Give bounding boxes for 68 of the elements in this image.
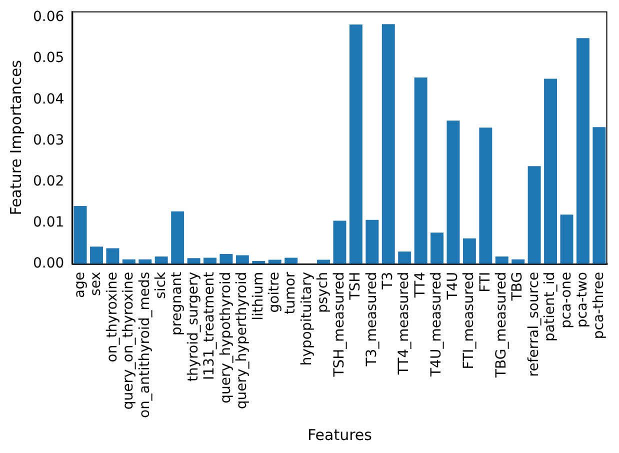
x-tick-label: T4U [444,272,461,301]
x-tick-label: FTI [477,272,494,292]
y-tick-label: 0.06 [33,9,64,26]
bar [544,78,558,264]
bar [90,246,103,264]
bar [382,24,395,264]
bar [74,206,87,264]
x-tick-label: query_hypothyroid [218,272,234,404]
bar [430,232,444,264]
x-tick-label: query_on_thyroxine [120,272,137,410]
bar [106,248,120,264]
bar [592,127,606,264]
x-tick-label: sex [88,272,104,296]
x-tick-label: hypopituitary [298,272,315,366]
bar [479,128,492,264]
x-tick-label: pregnant [169,271,186,336]
x-tick-label: FTI_measured [461,272,478,370]
x-tick-label: patient_id [542,272,558,342]
x-tick-label: TT4 [412,272,428,299]
x-tick-label: T3_measured [364,272,380,368]
x-tick-label: TSH_measured [331,272,348,378]
y-tick-label: 0.04 [33,91,64,108]
bar [284,258,298,264]
x-tick-label: lithium [250,272,266,320]
bar [366,220,379,264]
x-tick-label: pca-two [574,272,591,328]
bar [414,77,428,264]
x-tick-label: T4U_measured [428,272,445,378]
x-tick-label: thyroid_surgery [185,272,202,382]
bar [187,258,200,264]
x-tick-label: on_thyroxine [104,272,120,362]
x-tick-label: TBG_measured [494,272,510,379]
x-tick-label: goitre [266,272,283,313]
x-axis-title: Features [307,426,372,444]
x-tick-label: psych [315,272,332,313]
y-tick-label: 0.00 [33,256,64,272]
x-tick-label: referral_source [526,272,542,377]
x-tick-label: TT4_measured [396,272,412,376]
y-tick-label: 0.03 [33,132,64,148]
x-tick-label: pca-one [558,272,574,328]
y-tick-label: 0.05 [33,50,64,66]
bar [333,220,346,264]
y-axis-title: Feature Importances [6,60,25,216]
x-tick-label: sick [152,270,169,299]
x-tick-label: tumor [282,272,299,314]
bar [204,258,216,264]
x-tick-label: on_antithyroid_meds [136,272,153,418]
bar [154,256,168,264]
bar [528,166,541,264]
x-tick-label: TBG [510,272,526,302]
bar [220,254,233,264]
bar [236,255,249,264]
bar [446,120,460,264]
bar [576,38,590,264]
x-tick-label: age [72,272,88,298]
y-tick-label: 0.01 [33,214,64,230]
x-tick-label: TSH [348,272,364,301]
x-tick-label: query_hyperthyroid [234,272,250,410]
bar [462,238,476,264]
bar [349,24,362,264]
bar [171,211,184,264]
x-tick-label: pca-three [590,272,607,340]
y-tick-label: 0.02 [33,173,64,190]
bar [495,256,508,264]
x-tick-label: I131_treatment [202,271,218,380]
bar [560,214,574,264]
bar [398,252,412,264]
x-tick-label: T3 [380,272,396,290]
